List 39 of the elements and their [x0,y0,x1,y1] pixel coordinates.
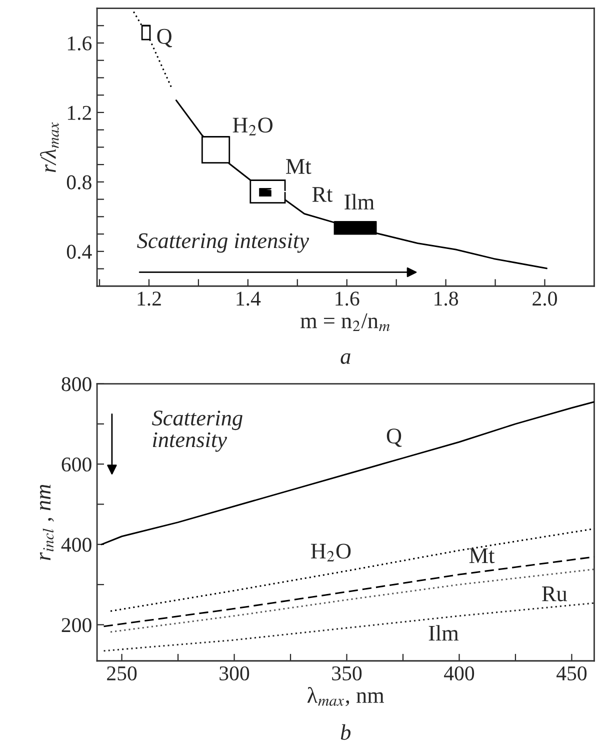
y-tick-label: 800 [62,377,92,392]
x-tick-label: 350 [332,666,362,680]
x-tick-label: 1.2 [138,292,161,306]
x-axis-title: m = n$_{2}$/n$_{m}$ [300,313,390,332]
annotation: H$_{2}$O [232,118,272,136]
x-tick-label: 1.8 [434,292,458,306]
x-tick-label: 400 [444,666,474,680]
x-axis-title: λ$_{max}$, nm [307,687,384,706]
x-tick-label: 2.0 [532,292,557,306]
x-tick-label: 1.6 [336,292,360,306]
y-tick-label: 0.4 [66,244,92,259]
x-tick-label: 1.4 [236,292,261,306]
y-tick-label: 0.8 [66,175,92,190]
line-series [103,602,594,652]
annotation: Ilm [428,625,459,641]
x-tick-label: 250 [107,666,137,680]
annotation: Mt [286,159,312,174]
annotation: Scattering intensity [152,410,242,452]
y-axis-title: r$_{incl}$ , nm [40,484,54,560]
line-series [100,401,594,546]
annotation: Mt [469,548,495,564]
annotation: Scattering intensity [137,233,310,253]
y-axis-title: r/λ$_{max}$ [40,122,59,172]
text: b [340,724,351,740]
annotation: Ru [542,586,568,602]
x-tick-label: 450 [556,666,587,680]
annotation: Rt [312,187,333,202]
bar [201,136,230,164]
x-tick-label: 300 [220,666,250,680]
y-tick-label: 1.6 [68,36,92,51]
text: a [340,353,350,364]
annotation: Q [157,28,172,48]
y-tick-label: 600 [62,457,92,472]
annotation: Ilm [344,194,374,210]
annotation: H$_{2}$O [310,544,351,562]
y-tick-label: 400 [61,538,92,552]
y-tick-label: 1.2 [68,106,92,120]
annotation: Q [386,428,402,447]
y-tick-label: 200 [62,618,92,632]
